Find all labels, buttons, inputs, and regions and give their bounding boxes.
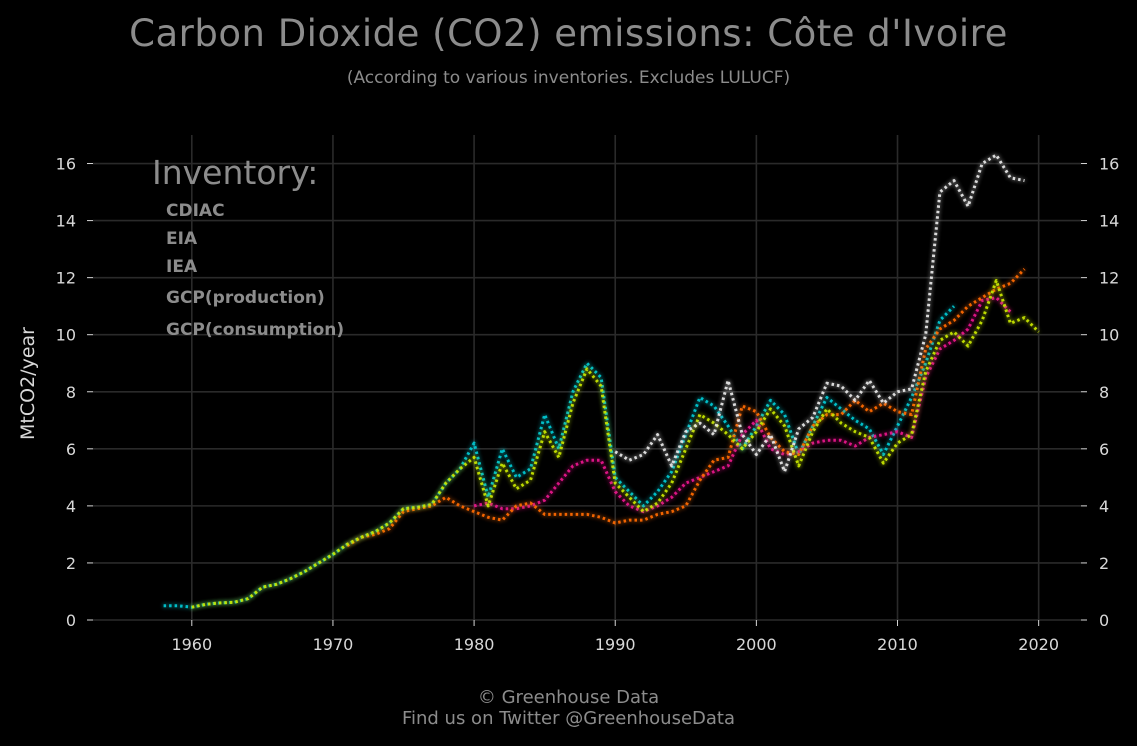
x-tick-label: 1960 <box>171 635 212 654</box>
y-tick-label-right: 10 <box>1099 326 1119 345</box>
y-tick-label-right: 0 <box>1099 611 1109 630</box>
y-tick-label-left: 8 <box>66 383 76 402</box>
y-tick-label-left: 10 <box>56 326 76 345</box>
x-tick-label: 2000 <box>736 635 777 654</box>
footer-copyright: © Greenhouse Data <box>477 687 660 708</box>
y-tick-label-right: 8 <box>1099 383 1109 402</box>
y-tick-label-left: 14 <box>56 212 76 231</box>
series-line-3 <box>191 279 1040 609</box>
x-tick-label: 1970 <box>313 635 354 654</box>
legend-label-2: IEA <box>166 257 198 277</box>
y-tick-label-right: 14 <box>1099 212 1119 231</box>
x-tick-label: 2020 <box>1018 635 1059 654</box>
y-tick-label-right: 6 <box>1099 440 1109 459</box>
y-tick-label-right: 2 <box>1099 554 1109 573</box>
grid-lines <box>93 135 1081 621</box>
legend-title: Inventory: <box>152 153 318 192</box>
y-tick-label-left: 0 <box>66 611 76 630</box>
legend-label-1: EIA <box>166 229 198 249</box>
y-tick-label-left: 16 <box>56 155 76 174</box>
y-tick-label-left: 2 <box>66 554 76 573</box>
x-tick-label: 1980 <box>454 635 495 654</box>
series-line-4 <box>614 153 1025 474</box>
y-tick-label-right: 12 <box>1099 269 1119 288</box>
x-tick-label: 1990 <box>595 635 636 654</box>
series-lines <box>163 153 1040 609</box>
y-tick-label-left: 12 <box>56 269 76 288</box>
footer: © Greenhouse Data Find us on Twitter @Gr… <box>0 687 1137 729</box>
y-axis-label: MtCO2/year <box>17 327 39 440</box>
series-line-2 <box>346 268 1026 548</box>
y-tick-label-left: 4 <box>66 497 76 516</box>
axes: 1960 1970 1980 1990 2000 2010 2020 0 0 2 2 4 4 6 6 8 8 10… <box>17 155 1119 654</box>
chart-subtitle: (According to various inventories. Exclu… <box>346 68 791 88</box>
footer-twitter: Find us on Twitter @GreenhouseData <box>401 708 736 729</box>
legend-label-4: GCP(consumption) <box>166 320 344 340</box>
y-tick-label-left: 6 <box>66 440 76 459</box>
y-tick-label-right: 16 <box>1099 155 1119 174</box>
legend-label-0: CDIAC <box>166 201 225 221</box>
legend: Inventory: CDIAC EIA IEA GCP(production) GCP(… <box>108 153 344 340</box>
chart-title: Carbon Dioxide (CO2) emissions: Côte d'I… <box>129 12 1008 55</box>
y-tick-label-right: 4 <box>1099 497 1109 516</box>
series-line-1 <box>473 296 1012 514</box>
x-tick-label: 2010 <box>877 635 918 654</box>
legend-label-3: GCP(production) <box>166 288 325 308</box>
